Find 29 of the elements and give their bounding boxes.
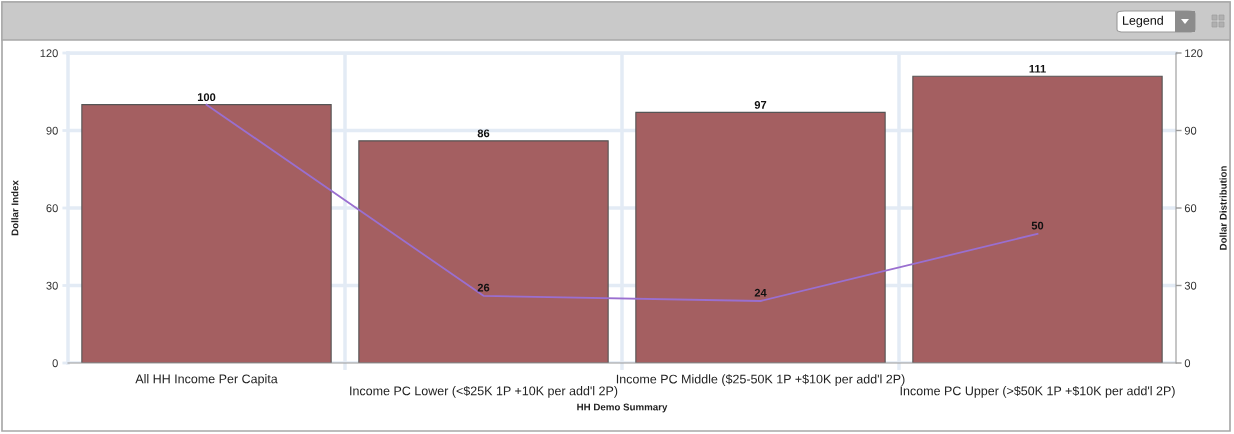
x-axis-title: HH Demo Summary [577, 403, 668, 413]
x-tick-label: Income PC Lower (<$25K 1P +10K per add'l 2P) [350, 385, 618, 398]
y2-tick-label: 60 [1184, 204, 1197, 213]
data-label: 50 [1031, 221, 1044, 230]
x-tick-label: Income PC Upper (>$50K 1P +$10K per add'l 2P) [900, 385, 1175, 398]
bar [635, 111, 886, 363]
x-tick-label: All HH Income Per Capita [135, 374, 278, 386]
bar [81, 104, 332, 363]
y2-tick-label: 90 [1184, 126, 1197, 135]
text: Legend [1123, 15, 1163, 28]
data-label: 26 [477, 283, 490, 292]
bar [358, 140, 609, 363]
data-label: 24 [754, 288, 767, 297]
y-tick-label: 30 [46, 281, 58, 290]
y-tick-label: 60 [46, 204, 58, 213]
y2-tick-label: 30 [1184, 281, 1197, 290]
bar [912, 75, 1163, 363]
data-label: 86 [477, 129, 490, 138]
data-label: 97 [754, 100, 767, 109]
y2-tick-label: 120 [1185, 49, 1203, 58]
y-tick-label: 0 [52, 359, 58, 368]
y-tick-label: 120 [40, 49, 58, 58]
y2-axis-title: Dollar Distribution [1219, 166, 1227, 250]
data-label: 100 [197, 93, 216, 102]
data-label: 111 [1029, 64, 1046, 73]
x-tick-label: Income PC Middle ($25-50K 1P +$10K per add'l 2P) [616, 374, 905, 386]
y2-tick-label: 0 [1184, 359, 1191, 368]
y-axis-title: Dollar Index [11, 180, 19, 236]
y-tick-label: 90 [46, 126, 58, 135]
